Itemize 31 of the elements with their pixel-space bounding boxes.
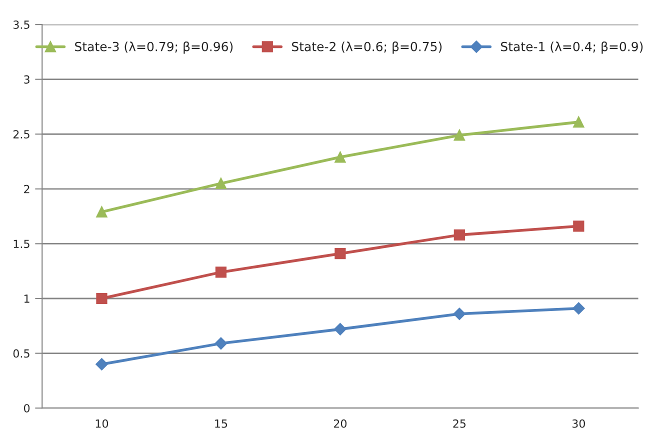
point <box>96 206 108 218</box>
y-tick-label: 1.5 <box>14 240 30 248</box>
point <box>96 292 108 304</box>
point <box>334 248 346 260</box>
x-tick-label: 15 <box>215 420 228 428</box>
legend-label: State-1 (λ=0.4; β=0.9) <box>500 42 643 54</box>
point <box>214 337 228 350</box>
x-tick-label: 20 <box>334 419 347 428</box>
point <box>573 220 584 232</box>
point <box>454 130 465 141</box>
point <box>572 302 585 314</box>
point <box>453 308 466 320</box>
x-tick-label: 30 <box>572 419 585 428</box>
point <box>334 152 346 163</box>
point <box>573 116 584 128</box>
y-tick-label: 0 <box>24 404 30 412</box>
legend-label: State-3 (λ=0.79; β=0.96) <box>75 42 233 54</box>
y-tick-label: 2 <box>24 184 30 194</box>
legend-label: State-2 (λ=0.6; β=0.75) <box>292 42 442 54</box>
y-tick-label: 3.5 <box>13 20 30 29</box>
point <box>215 266 227 278</box>
y-tick-label: 3 <box>24 75 30 84</box>
y-tick-label: 1 <box>24 294 30 303</box>
point <box>334 323 346 336</box>
point <box>96 358 108 370</box>
x-tick-label: 10 <box>96 419 108 428</box>
y-tick-label: 2.5 <box>13 130 30 138</box>
x-tick-label: 25 <box>453 419 466 428</box>
y-tick-label: 0.5 <box>13 349 30 358</box>
point <box>454 229 465 240</box>
point <box>215 178 227 189</box>
